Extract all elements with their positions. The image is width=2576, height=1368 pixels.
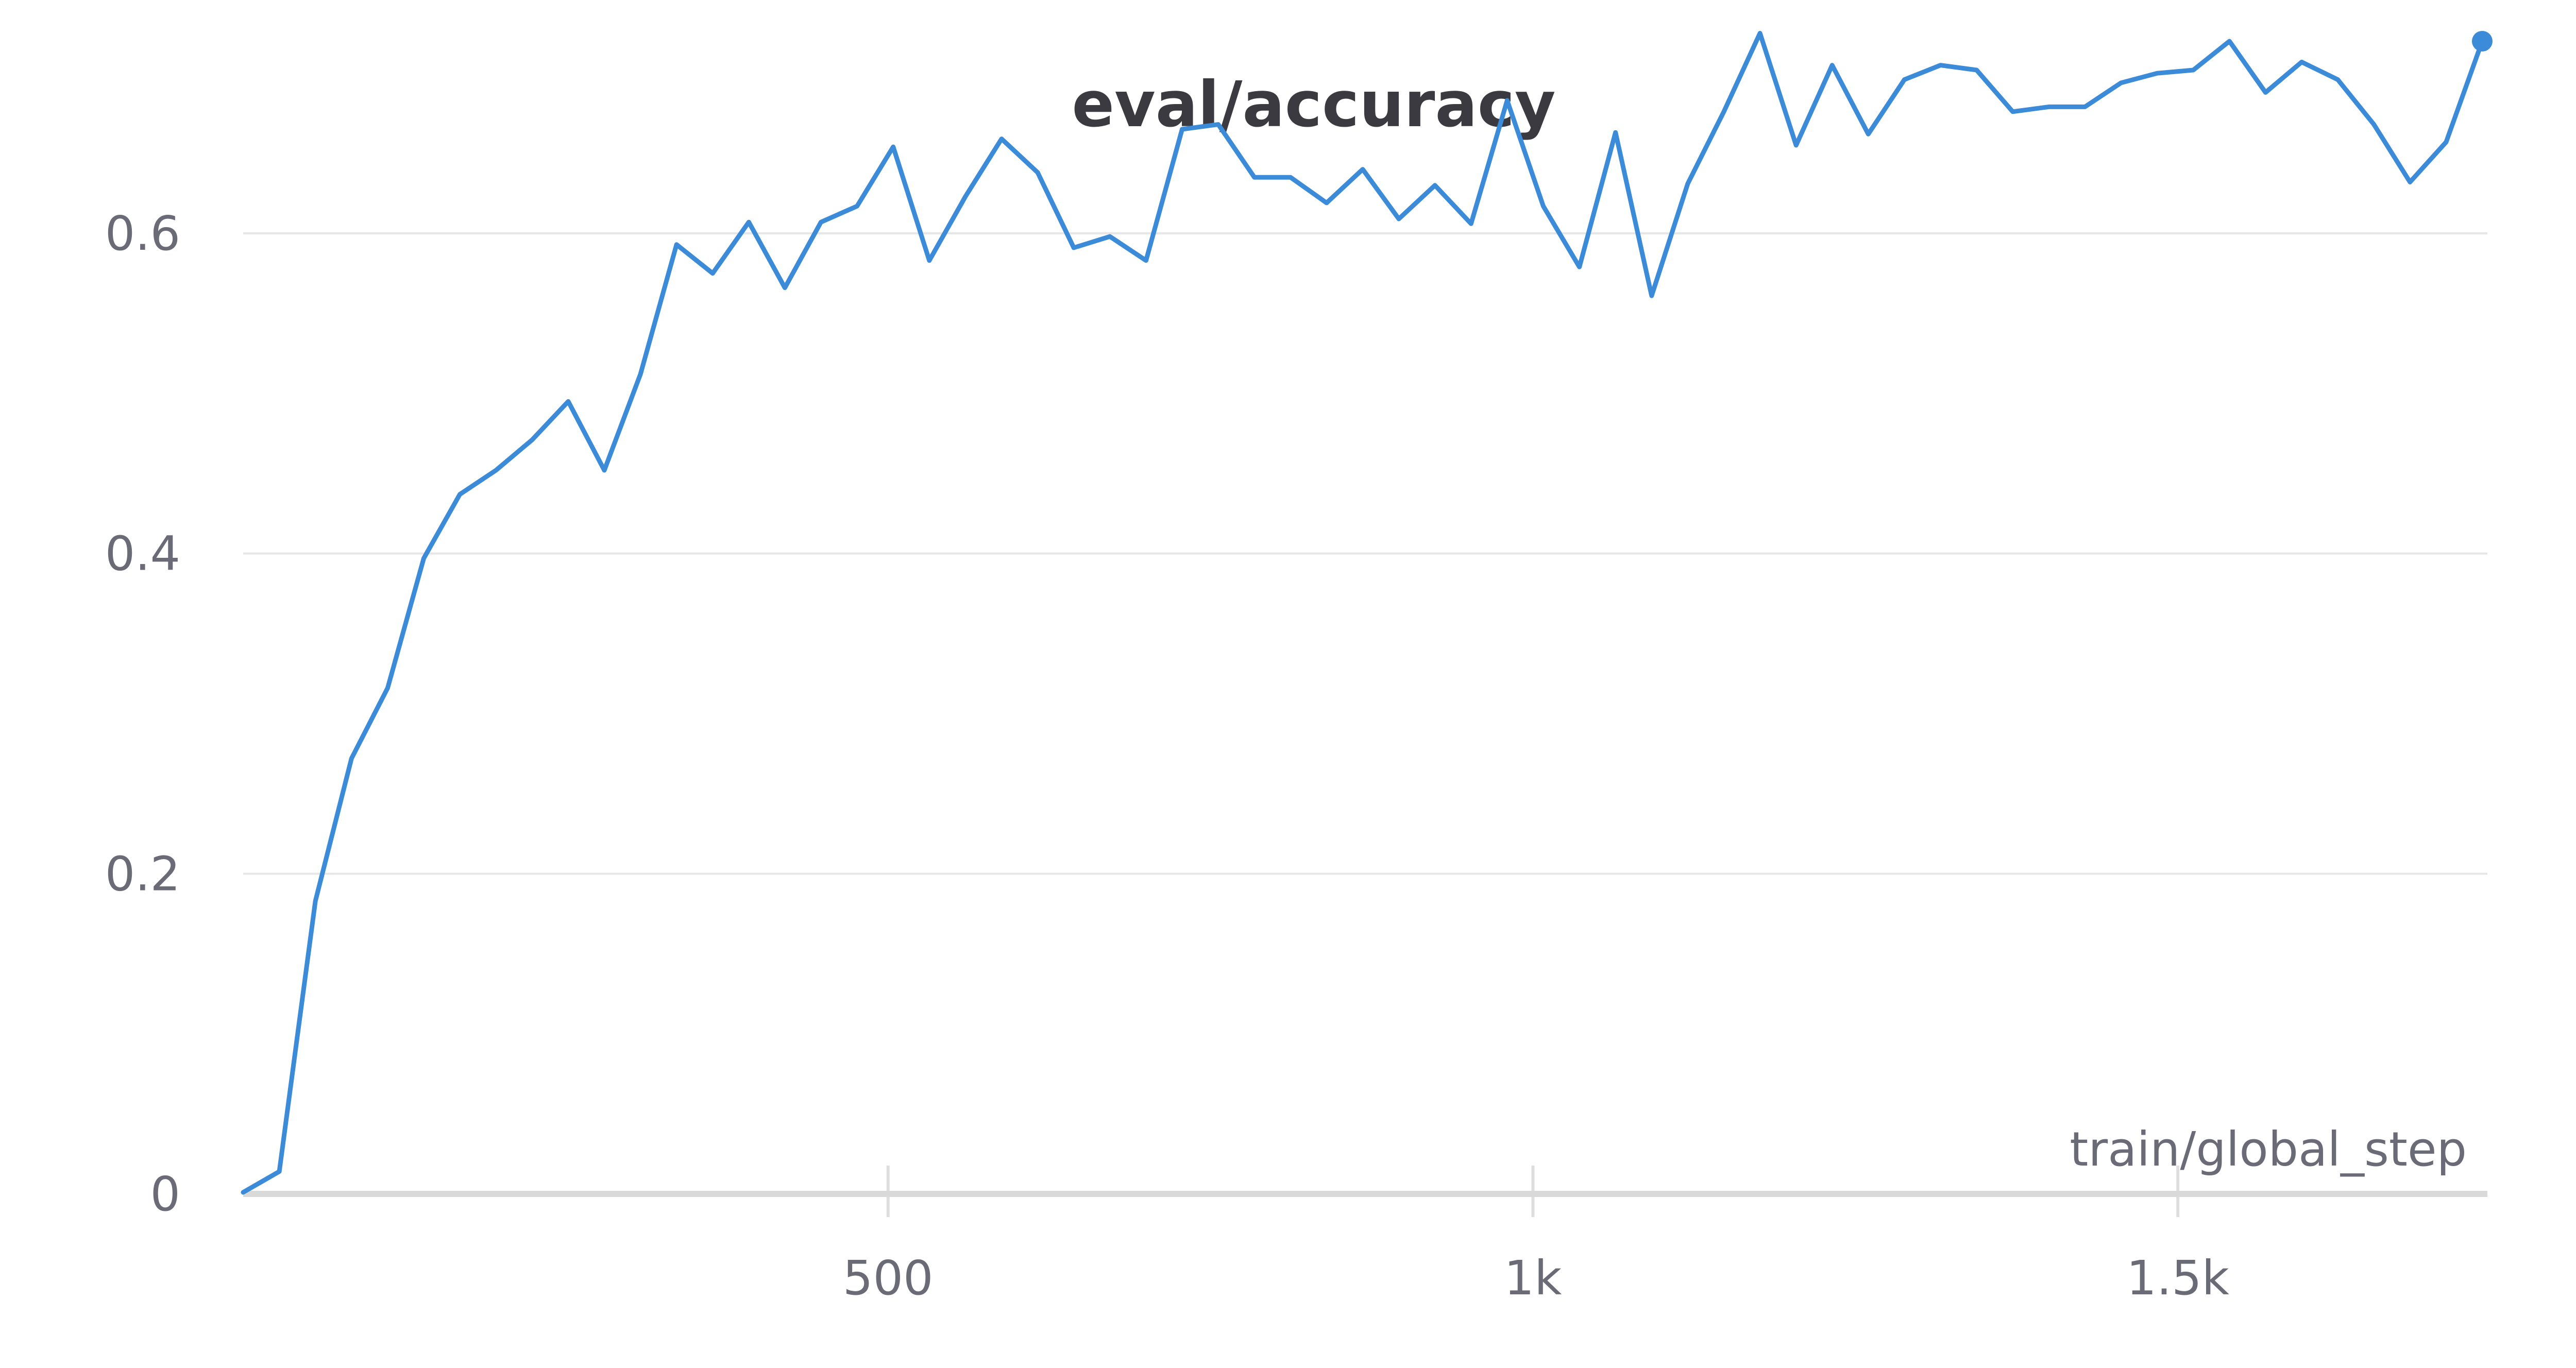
- chart-title: eval/accuracy: [1072, 68, 1555, 141]
- y-tick-label: 0.2: [105, 846, 180, 901]
- x-tick-label: 1k: [1504, 1251, 1563, 1306]
- y-tick-label: 0.4: [105, 526, 180, 582]
- x-tick-label: 1.5k: [2126, 1251, 2229, 1306]
- series-layer: [241, 31, 2493, 1195]
- x-tick-label: 500: [843, 1251, 934, 1306]
- gridlines: [243, 232, 2487, 875]
- x-tick-labels: 500 1k 1.5k: [843, 1251, 2230, 1306]
- y-tick-label: 0.6: [105, 206, 180, 261]
- x-axis-label: train/global_step: [2070, 1122, 2467, 1177]
- y-tick-labels: 0 0.2 0.4 0.6: [105, 206, 180, 1222]
- series-endpoint-marker: [2471, 31, 2493, 52]
- series-line: [241, 31, 2485, 1195]
- y-tick-label: 0: [150, 1167, 180, 1222]
